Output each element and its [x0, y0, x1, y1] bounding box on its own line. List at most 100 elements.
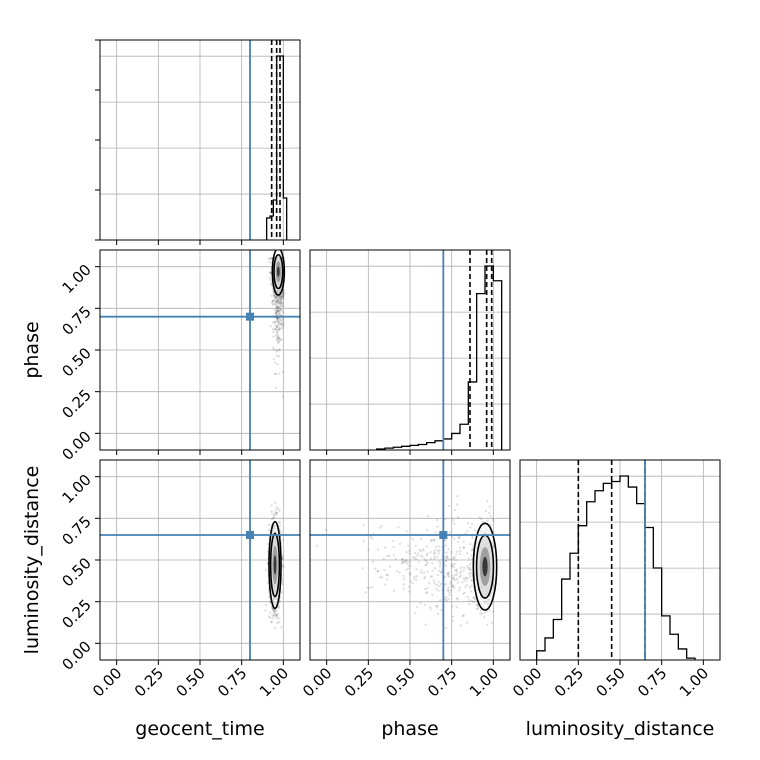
sample-point [267, 523, 271, 527]
sample-point [468, 586, 472, 589]
sample-point [406, 562, 409, 565]
sample-point [470, 579, 474, 582]
sample-point [277, 309, 281, 313]
sample-point [439, 582, 443, 586]
sample-point [373, 567, 377, 570]
histogram-panel-geocent_time [95, 39, 301, 245]
sample-point [275, 326, 279, 329]
sample-point [457, 588, 461, 592]
sample-point [462, 540, 465, 543]
sample-point [431, 569, 434, 572]
sample-point [367, 548, 370, 551]
sample-point [282, 320, 285, 323]
sample-point [272, 513, 276, 517]
sample-point [456, 540, 460, 544]
sample-point [454, 569, 457, 572]
sample-point [431, 593, 434, 597]
sample-point [274, 626, 277, 630]
sample-point [438, 545, 441, 548]
sample-point [391, 539, 395, 543]
sample-point [454, 559, 458, 562]
sample-point [362, 539, 365, 543]
sample-point [275, 305, 278, 308]
sample-point [382, 557, 385, 560]
sample-point [366, 586, 369, 590]
sample-point [279, 305, 282, 309]
sample-point [453, 562, 456, 566]
sample-point [276, 337, 280, 341]
sample-point [273, 308, 277, 312]
sample-point [383, 546, 387, 549]
sample-point [362, 523, 365, 527]
sample-point [469, 571, 473, 575]
sample-point [452, 537, 456, 541]
sample-point [279, 530, 283, 533]
sample-point [447, 547, 450, 551]
sample-point [478, 516, 481, 519]
sample-point [271, 303, 274, 306]
sample-point [486, 519, 489, 522]
sample-point [274, 513, 277, 517]
sample-point [272, 292, 276, 295]
sample-point [274, 614, 278, 617]
sample-point [324, 528, 327, 532]
sample-point [437, 552, 440, 555]
sample-point [452, 584, 455, 588]
sample-point [276, 621, 279, 624]
sample-point [452, 566, 455, 569]
sample-point [369, 535, 373, 538]
sample-point [425, 560, 428, 563]
sample-point [274, 294, 277, 297]
sample-point [386, 573, 390, 577]
sample-point [281, 311, 285, 314]
sample-point [274, 511, 277, 515]
sample-point [279, 327, 282, 330]
sample-point [281, 294, 284, 298]
sample-point [473, 597, 476, 601]
sample-point [282, 294, 285, 298]
sample-point [282, 297, 285, 301]
sample-point [274, 296, 278, 299]
sample-point [267, 528, 271, 532]
sample-point [275, 331, 279, 335]
sample-point [276, 612, 280, 616]
sample-point [448, 531, 452, 534]
sample-point [279, 310, 282, 313]
sample-point [404, 558, 408, 562]
sample-point [275, 325, 278, 329]
sample-point [456, 503, 459, 506]
truth-marker [439, 531, 448, 539]
sample-point [279, 294, 283, 298]
sample-point [433, 552, 436, 555]
sample-point [435, 606, 439, 609]
sample-point [407, 585, 411, 589]
sample-point [282, 291, 285, 295]
sample-point [464, 576, 467, 579]
density-panel-phase-luminosity_distance [309, 459, 511, 665]
sample-point [469, 590, 473, 593]
sample-point [277, 297, 280, 301]
sample-point [277, 355, 281, 358]
sample-point [277, 342, 280, 345]
sample-point [455, 573, 458, 576]
sample-point [376, 548, 380, 551]
sample-point [445, 599, 449, 602]
sample-point [439, 571, 443, 574]
sample-point [264, 569, 268, 572]
sample-point [446, 574, 450, 577]
sample-point [270, 300, 274, 304]
sample-point [429, 557, 433, 560]
sample-point [432, 557, 436, 560]
sample-point [411, 538, 414, 541]
sample-point [271, 299, 275, 302]
sample-point [274, 296, 278, 299]
sample-point [476, 606, 480, 610]
sample-point [266, 581, 270, 585]
sample-point [451, 584, 455, 587]
sample-point [277, 507, 280, 511]
sample-point [274, 302, 277, 306]
density-contour [276, 266, 280, 277]
sample-point [275, 313, 278, 317]
sample-point [483, 615, 486, 619]
sample-point [450, 585, 454, 589]
